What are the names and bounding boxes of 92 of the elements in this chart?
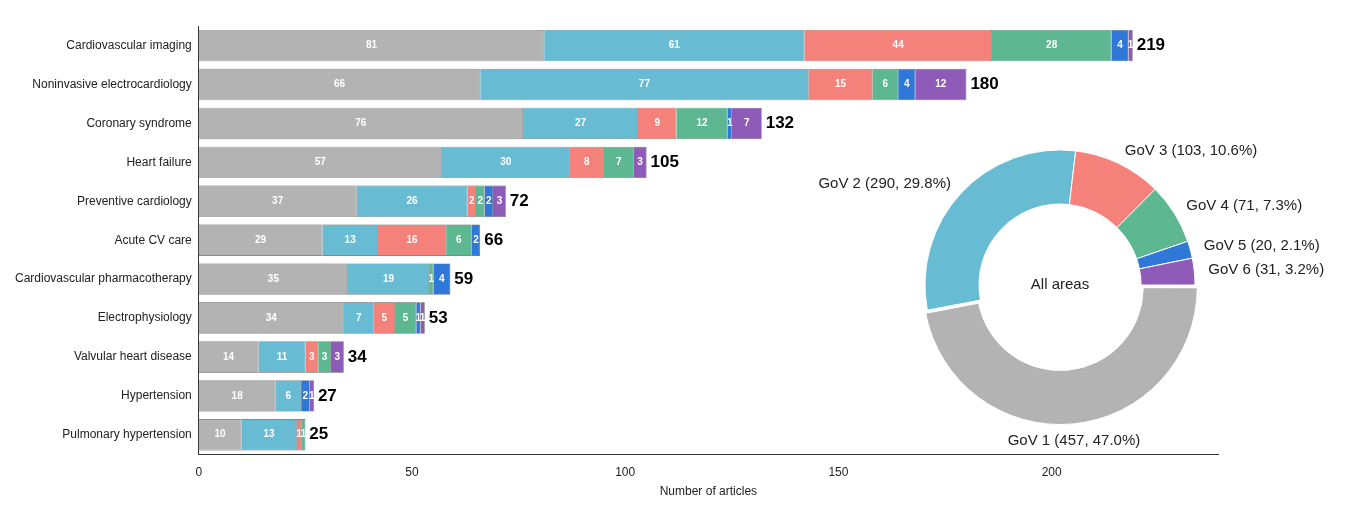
y-tick-label: Cardiovascular imaging xyxy=(66,37,192,52)
total-label: 53 xyxy=(428,307,448,327)
data-label: 76 xyxy=(355,117,367,129)
total-label: 72 xyxy=(509,190,529,210)
x-axis-title: Number of articles xyxy=(659,484,758,499)
data-label: 11 xyxy=(276,350,288,362)
y-tick-label: Acute CV care xyxy=(114,232,193,247)
data-label: 3 xyxy=(637,156,644,168)
data-label: 13 xyxy=(263,428,276,440)
data-label: 5 xyxy=(381,311,388,323)
slice-label: GoV 1 (457, 47.0%) xyxy=(1007,430,1141,448)
total-label: 105 xyxy=(650,152,679,172)
data-label: 1 xyxy=(1127,39,1134,51)
slice-label: GoV 6 (31, 3.2%) xyxy=(1208,260,1325,278)
data-label: 19 xyxy=(382,272,395,284)
data-label: 14 xyxy=(223,350,235,362)
y-tick-label: Noninvasive electrocardiology xyxy=(32,76,192,91)
data-label: 77 xyxy=(638,78,651,90)
x-tick-label: 0 xyxy=(195,464,203,479)
data-label: 2 xyxy=(485,195,492,207)
x-tick-label: 50 xyxy=(405,464,419,479)
slice-label: GoV 5 (20, 2.1%) xyxy=(1203,236,1320,254)
y-tick-label: Preventive cardiology xyxy=(77,193,192,208)
data-label: 29 xyxy=(255,233,267,245)
total-label: 59 xyxy=(454,268,474,288)
data-label: 2 xyxy=(477,195,484,207)
data-label: 1 xyxy=(419,311,426,323)
data-label: 16 xyxy=(406,233,418,245)
x-tick-label: 150 xyxy=(828,464,849,479)
data-label: 2 xyxy=(468,195,475,207)
data-label: 28 xyxy=(1046,39,1058,51)
data-label: 4 xyxy=(903,78,910,90)
data-label: 1 xyxy=(415,311,422,323)
y-tick-label: Coronary syndrome xyxy=(86,115,193,130)
data-label: 61 xyxy=(668,39,681,51)
total-label: 180 xyxy=(970,74,999,94)
data-label: 3 xyxy=(308,350,315,362)
slice-label: GoV 3 (103, 10.6%) xyxy=(1124,140,1258,158)
x-tick-label: 100 xyxy=(615,464,636,479)
data-label: 3 xyxy=(321,350,328,362)
data-label: 81 xyxy=(365,39,378,51)
y-tick-label: Pulmonary hypertension xyxy=(62,427,192,442)
y-tick-label: Valvular heart disease xyxy=(73,349,193,364)
data-label: 3 xyxy=(334,350,341,362)
data-label: 12 xyxy=(696,117,708,129)
data-label: 13 xyxy=(344,233,357,245)
y-tick-label: Electrophysiology xyxy=(97,310,192,325)
data-label: 7 xyxy=(355,311,362,323)
data-label: 35 xyxy=(267,272,280,284)
data-label: 6 xyxy=(285,389,292,401)
total-label: 34 xyxy=(347,346,368,366)
y-tick-label: Hypertension xyxy=(121,388,192,403)
data-label: 10 xyxy=(214,428,227,440)
data-label: 26 xyxy=(406,195,418,207)
total-label: 27 xyxy=(317,385,337,405)
data-label: 9 xyxy=(654,117,661,129)
data-label: 5 xyxy=(402,311,409,323)
data-label: 6 xyxy=(456,233,463,245)
data-label: 1 xyxy=(300,428,307,440)
data-label: 1 xyxy=(726,117,733,129)
data-label: 4 xyxy=(1117,39,1124,51)
data-label: 12 xyxy=(935,78,947,90)
data-label: 7 xyxy=(616,156,623,168)
total-label: 25 xyxy=(309,424,329,444)
data-label: 1 xyxy=(428,272,435,284)
total-label: 132 xyxy=(765,113,795,133)
data-label: 8 xyxy=(584,156,591,168)
data-label: 2 xyxy=(302,389,309,401)
data-label: 6 xyxy=(882,78,889,90)
data-label: 37 xyxy=(272,195,284,207)
total-label: 219 xyxy=(1136,35,1166,55)
data-label: 44 xyxy=(892,39,905,51)
data-label: 34 xyxy=(265,311,278,323)
data-label: 4 xyxy=(439,272,446,284)
y-tick-label: Heart failure xyxy=(126,154,193,169)
data-label: 3 xyxy=(496,195,503,207)
data-label: 18 xyxy=(231,389,244,401)
data-label: 1 xyxy=(296,428,303,440)
data-label: 27 xyxy=(574,117,587,129)
x-tick-label: 200 xyxy=(1041,464,1063,479)
total-label: 66 xyxy=(484,229,504,249)
data-label: 30 xyxy=(500,156,512,168)
slice-label: GoV 4 (71, 7.3%) xyxy=(1186,196,1303,214)
slice-label: GoV 2 (290, 29.8%) xyxy=(818,173,951,191)
annotation: All areas xyxy=(1030,275,1090,293)
data-label: 57 xyxy=(314,156,327,168)
data-label: 7 xyxy=(743,117,750,129)
data-label: 1 xyxy=(308,389,315,401)
data-label: 15 xyxy=(835,78,847,90)
y-tick-label: Cardiovascular pharmacotherapy xyxy=(14,271,192,286)
data-label: 2 xyxy=(473,233,480,245)
data-label: 66 xyxy=(333,78,346,90)
